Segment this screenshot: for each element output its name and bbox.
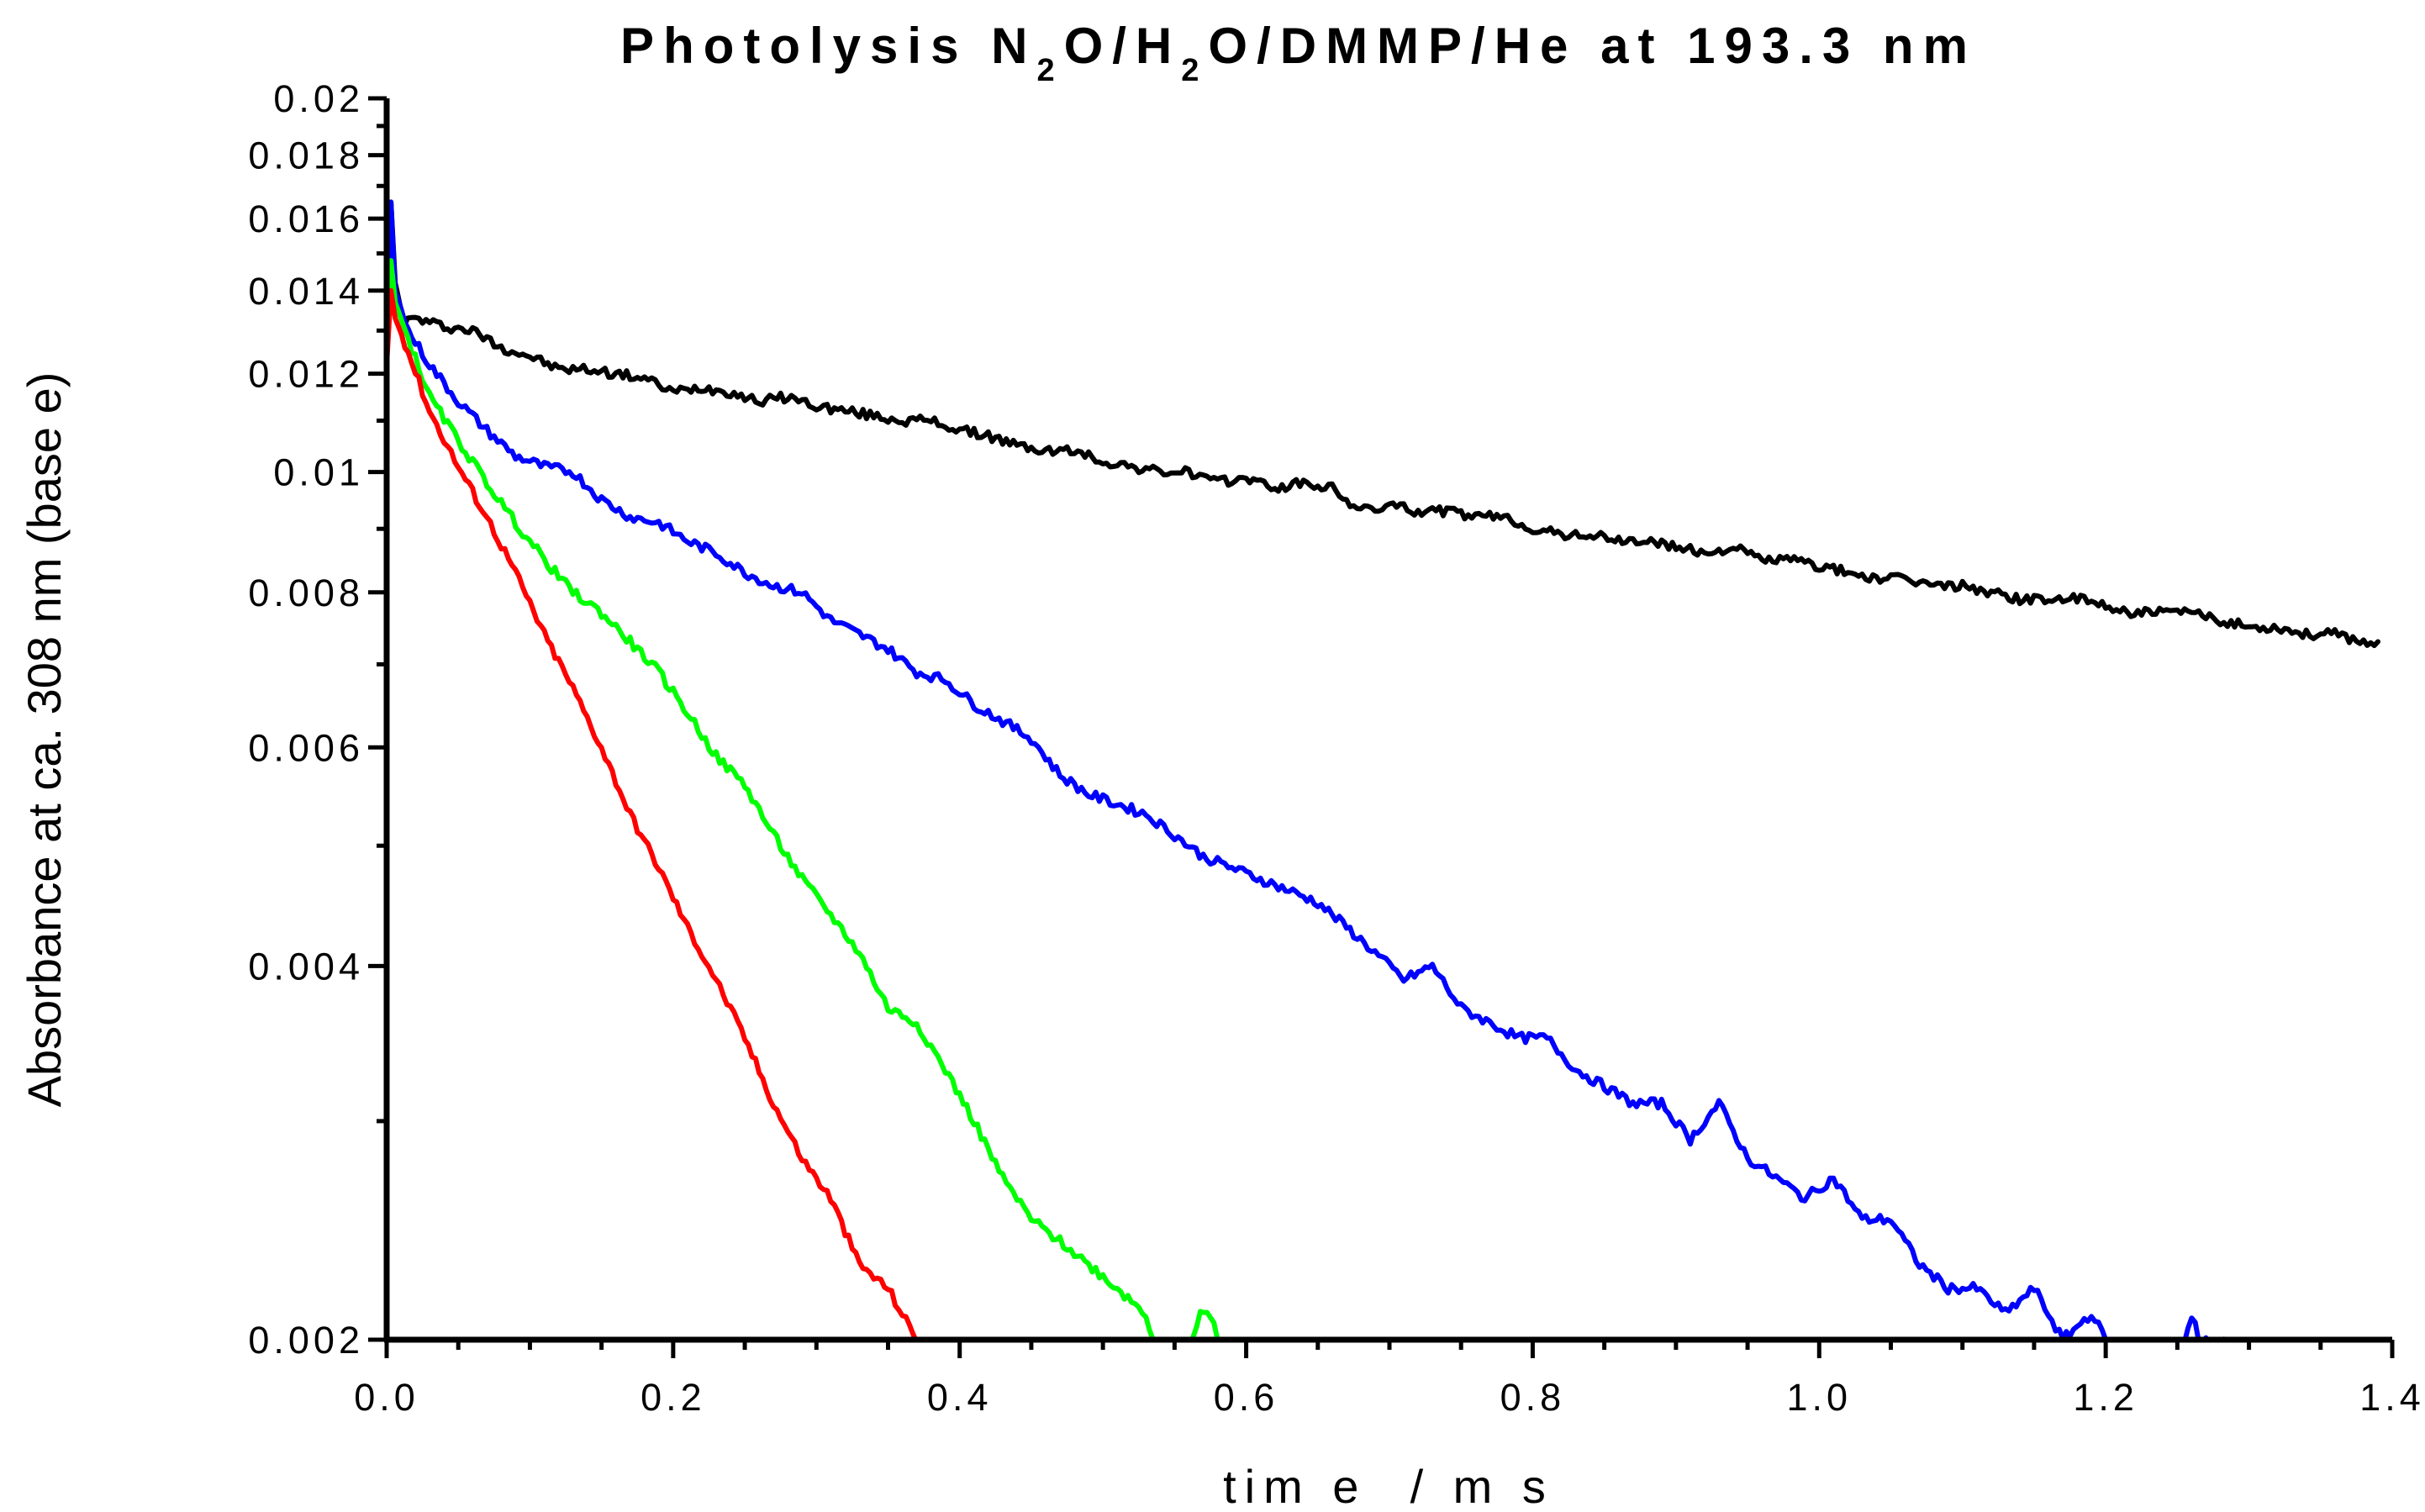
x-tick-label: 0.0	[354, 1376, 419, 1419]
x-axis: 0.0 0.2 0.4 0.6 0.8 1.0 1.2 1.4	[354, 1340, 2425, 1419]
y-axis-title: Absorbance at ca. 308 nm (base e)	[18, 372, 71, 1108]
y-tick-label: 0.002	[248, 1319, 364, 1362]
y-tick-label: 0.018	[248, 134, 364, 177]
series-line-black	[385, 199, 2380, 649]
y-tick-label: 0.004	[248, 945, 364, 988]
y-tick-label: 0.006	[248, 726, 364, 769]
x-tick-label: 0.2	[641, 1376, 706, 1419]
chart-title-part-3: O/DMMP/He at 193.3 nm	[1208, 18, 1977, 74]
x-tick-label: 1.2	[2073, 1376, 2138, 1419]
y-tick-label: 0.012	[248, 353, 364, 396]
y-tick-label: 0.016	[248, 198, 364, 240]
y-axis: 0.002 0.004 0.006 0.008 0.01 0.012 0.014 0.016 0…	[248, 77, 387, 1362]
series-group	[385, 199, 2380, 1341]
x-tick-label: 0.8	[1500, 1376, 1566, 1419]
x-tick-label: 1.0	[1787, 1376, 1853, 1419]
chart-title-part-1: Photolysis N	[620, 18, 1036, 74]
y-tick-label: 0.01	[273, 451, 364, 494]
chart-title-subscript-2: 2	[1181, 53, 1208, 88]
y-tick-label: 0.008	[248, 572, 364, 614]
series-line-green-fragment	[1190, 1309, 1220, 1341]
chart-title-part-2: O/H	[1064, 18, 1182, 74]
x-tick-label: 0.4	[927, 1376, 993, 1419]
x-tick-label: 0.6	[1214, 1376, 1279, 1419]
series-line-red	[385, 287, 927, 1341]
x-tick-label: 1.4	[2359, 1376, 2425, 1419]
series-line-blue	[385, 199, 2109, 1341]
y-tick-label: 0.014	[248, 270, 364, 313]
x-axis-title: tim e / m s	[1223, 1460, 1554, 1512]
series-line-green	[385, 258, 1156, 1341]
chart-title: Photolysis N2O/H2O/DMMP/He at 193.3 nm	[620, 18, 1977, 88]
chart-title-subscript-1: 2	[1036, 53, 1063, 88]
y-tick-label: 0.02	[273, 77, 364, 120]
